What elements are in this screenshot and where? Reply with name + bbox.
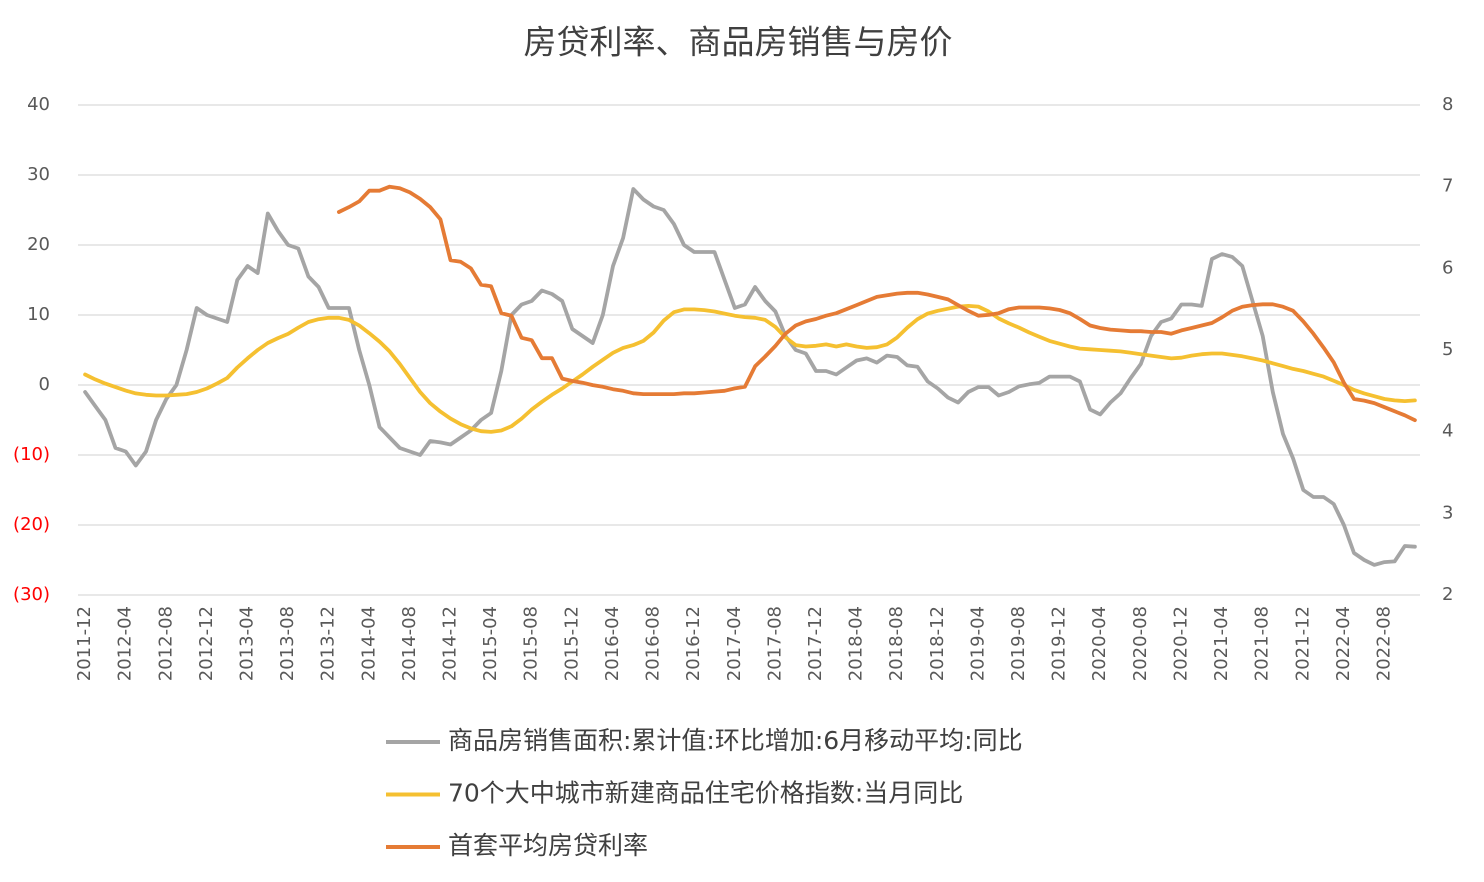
- x-tick-label: 2015-08: [521, 606, 542, 681]
- series-line: [83, 304, 1417, 434]
- y-tick-label: (10): [13, 444, 50, 465]
- x-tick-label: 2018-04: [846, 606, 867, 681]
- x-tick-label: 2018-12: [927, 606, 948, 681]
- x-tick-label: 2013-12: [318, 606, 339, 681]
- x-tick-label: 2021-12: [1292, 606, 1313, 681]
- x-tick-label: 2020-12: [1170, 606, 1191, 681]
- x-tick-label: 2014-04: [358, 606, 379, 681]
- x-tick-label: 2013-08: [277, 606, 298, 681]
- x-tick-label: 2011-12: [74, 606, 95, 681]
- x-tick-label: 2017-08: [764, 606, 785, 681]
- y2-tick-label: 7: [1442, 176, 1453, 197]
- legend-label: 70个大中城市新建商品住宅价格指数:当月同比: [448, 779, 963, 808]
- y-tick-label: 0: [39, 374, 50, 395]
- x-tick-label: 2018-08: [886, 606, 907, 681]
- x-tick-label: 2016-08: [643, 606, 664, 681]
- x-tick-label: 2022-04: [1333, 606, 1354, 681]
- x-tick-label: 2012-08: [155, 606, 176, 681]
- x-tick-label: 2017-04: [724, 606, 745, 681]
- x-tick-label: 2014-08: [399, 606, 420, 681]
- x-tick-label: 2020-08: [1130, 606, 1151, 681]
- y-tick-label: 20: [27, 234, 50, 255]
- series-line: [83, 187, 1417, 567]
- x-tick-label: 2012-04: [115, 606, 136, 681]
- x-tick-label: 2019-08: [1008, 606, 1029, 681]
- x-tick-label: 2013-04: [237, 606, 258, 681]
- x-tick-label: 2022-08: [1373, 606, 1394, 681]
- y-tick-label: 40: [27, 94, 50, 115]
- x-tick-label: 2015-12: [561, 606, 582, 681]
- x-tick-label: 2016-12: [683, 606, 704, 681]
- x-tick-label: 2017-12: [805, 606, 826, 681]
- x-tick-label: 2021-08: [1252, 606, 1273, 681]
- x-tick-label: 2020-04: [1089, 606, 1110, 681]
- x-tick-label: 2012-12: [196, 606, 217, 681]
- legend-label: 商品房销售面积:累计值:环比增加:6月移动平均:同比: [448, 726, 1023, 755]
- y2-tick-label: 8: [1442, 94, 1453, 115]
- x-tick-label: 2015-04: [480, 606, 501, 681]
- series-line: [337, 184, 1417, 423]
- legend-label: 首套平均房贷利率: [448, 831, 648, 860]
- x-tick-label: 2014-12: [440, 606, 461, 681]
- y2-tick-label: 3: [1442, 502, 1453, 523]
- y-tick-label: 30: [27, 164, 50, 185]
- y2-tick-label: 5: [1442, 339, 1453, 360]
- y2-tick-label: 4: [1442, 421, 1453, 442]
- y-tick-label: (20): [13, 514, 50, 535]
- y2-tick-label: 2: [1442, 584, 1453, 605]
- chart-title: 房贷利率、商品房销售与房价: [524, 23, 953, 62]
- y2-tick-label: 6: [1442, 257, 1453, 278]
- x-tick-label: 2019-12: [1049, 606, 1070, 681]
- y-tick-label: 10: [27, 304, 50, 325]
- x-tick-label: 2016-04: [602, 606, 623, 681]
- x-tick-label: 2019-04: [967, 606, 988, 681]
- y-tick-label: (30): [13, 584, 50, 605]
- x-tick-label: 2021-04: [1211, 606, 1232, 681]
